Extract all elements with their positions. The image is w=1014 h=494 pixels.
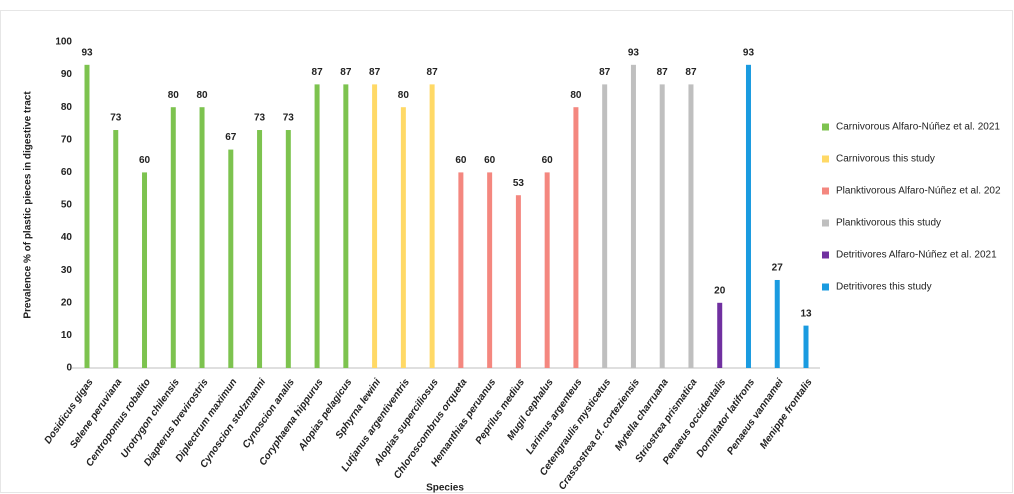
bar <box>717 303 722 368</box>
bar <box>343 84 348 368</box>
bar <box>804 326 809 368</box>
bar <box>516 195 521 368</box>
x-tick-label: Cynoscion analis <box>241 377 297 451</box>
bar <box>286 130 291 368</box>
value-label: 73 <box>110 113 122 124</box>
x-tick-label: Selene peruviana <box>68 377 124 451</box>
value-label: 87 <box>427 67 439 78</box>
value-label: 80 <box>168 90 180 101</box>
value-label: 93 <box>81 47 93 58</box>
y-tick-label: 80 <box>61 102 73 113</box>
y-axis-label: Prevalence % of plastic pieces in digest… <box>23 91 34 319</box>
bar <box>660 84 665 368</box>
bar <box>746 65 751 368</box>
x-tick-label: Mytella charruana <box>613 377 671 453</box>
x-tick-label: Dosidicus gigas <box>43 377 96 446</box>
value-label: 73 <box>254 113 266 124</box>
value-label: 87 <box>657 67 669 78</box>
value-label: 93 <box>743 47 755 58</box>
y-tick-label: 20 <box>61 297 73 308</box>
legend-label: Carnivorous this study <box>836 154 935 165</box>
bar <box>688 84 693 368</box>
y-tick-label: 70 <box>61 134 73 145</box>
value-label: 60 <box>455 155 467 166</box>
value-label: 60 <box>484 155 496 166</box>
bar <box>85 65 90 368</box>
bar <box>113 130 118 368</box>
y-tick-label: 60 <box>61 167 73 178</box>
bar <box>631 65 636 368</box>
value-label: 80 <box>570 90 582 101</box>
bar <box>200 107 205 368</box>
legend-swatch <box>822 284 829 291</box>
value-label: 13 <box>800 308 812 319</box>
value-label: 87 <box>340 67 352 78</box>
legend-label: Detritivores Alfaro-Núñez et al. 2021 <box>836 250 997 261</box>
legend-label: Carnivorous Alfaro-Núñez et al. 2021 <box>836 122 1000 133</box>
value-label: 87 <box>369 67 381 78</box>
value-label: 53 <box>513 178 525 189</box>
bar <box>430 84 435 368</box>
y-tick-label: 10 <box>61 330 73 341</box>
x-tick-label: Menippe frontalis <box>758 377 815 451</box>
y-tick-label: 100 <box>55 37 72 48</box>
legend-swatch <box>822 156 829 163</box>
value-label: 80 <box>398 90 410 101</box>
y-tick-label: 90 <box>61 69 73 80</box>
value-label: 60 <box>542 155 554 166</box>
value-label: 80 <box>196 90 208 101</box>
value-label: 93 <box>628 47 640 58</box>
value-label: 20 <box>714 285 726 296</box>
bar <box>602 84 607 368</box>
value-label: 67 <box>225 132 237 143</box>
chart: Prevalence % of plastic pieces in digest… <box>0 0 1014 494</box>
y-tick-label: 30 <box>61 265 73 276</box>
value-label: 60 <box>139 155 151 166</box>
legend-swatch <box>822 188 829 195</box>
legend-swatch <box>822 124 829 131</box>
bar <box>171 107 176 368</box>
y-tick-label: 40 <box>61 232 73 243</box>
legend-label: Detritivores this study <box>836 282 932 293</box>
value-label: 87 <box>599 67 611 78</box>
bar <box>401 107 406 368</box>
x-tick-label: Alopias pelagicus <box>296 377 355 454</box>
value-label: 73 <box>283 113 295 124</box>
bar <box>142 172 147 368</box>
legend-label: Planktivorous this study <box>836 218 941 229</box>
value-label: 27 <box>772 263 784 274</box>
y-tick-label: 0 <box>66 363 72 374</box>
bar <box>372 84 377 368</box>
x-axis-label: Species <box>426 483 464 494</box>
legend-swatch <box>822 252 829 259</box>
bar <box>775 280 780 368</box>
value-label: 87 <box>312 67 324 78</box>
y-tick-label: 50 <box>61 200 73 211</box>
bar <box>257 130 262 368</box>
bar <box>573 107 578 368</box>
bar <box>228 150 233 368</box>
legend-label: Planktivorous Alfaro-Núñez et al. 202 <box>836 186 1001 197</box>
bar <box>487 172 492 368</box>
bar <box>315 84 320 368</box>
bar <box>545 172 550 368</box>
bar <box>458 172 463 368</box>
value-label: 87 <box>685 67 697 78</box>
legend-swatch <box>822 220 829 227</box>
